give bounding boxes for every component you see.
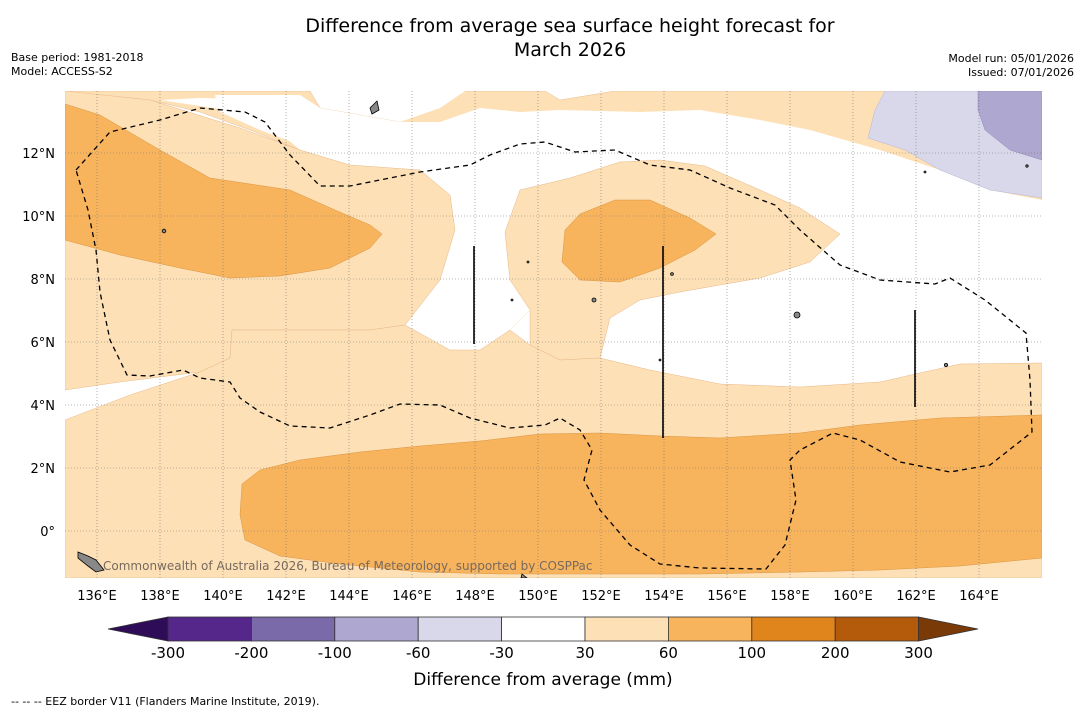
meta-right: Model run: 05/01/2026 Issued: 07/01/2026 bbox=[948, 52, 1074, 80]
island-yap bbox=[161, 228, 167, 234]
eez-borders bbox=[75, 107, 1033, 570]
island-chuuk bbox=[793, 311, 801, 319]
lon-tick: 152°E bbox=[581, 589, 621, 604]
colorbar-extend-low bbox=[107, 616, 169, 642]
island-atoll-5 bbox=[1025, 164, 1029, 168]
base-period: Base period: 1981-2018 bbox=[11, 51, 144, 64]
eez-palau-fsm bbox=[75, 107, 1033, 570]
lon-tick: 148°E bbox=[455, 589, 495, 604]
colorbar-bin bbox=[584, 616, 669, 642]
lat-tick: 12°N bbox=[22, 147, 55, 162]
lat-ticks: 12°N 10°N 8°N 6°N 4°N 2°N 0° bbox=[22, 147, 55, 540]
anomaly-neutral-centre bbox=[160, 98, 1042, 387]
island-atoll-2 bbox=[526, 260, 530, 264]
title-line-1: Difference from average sea surface heig… bbox=[305, 15, 835, 37]
colorbar bbox=[107, 616, 979, 642]
lon-tick: 138°E bbox=[140, 589, 180, 604]
anomaly-neutral-topleft bbox=[215, 95, 320, 145]
eez-legend-footer: -- -- -- EEZ border V11 (Flanders Marine… bbox=[11, 695, 320, 708]
colorbar-tick: -300 bbox=[151, 644, 185, 662]
issued-date: Issued: 07/01/2026 bbox=[967, 66, 1074, 79]
anomaly-60-100-central bbox=[561, 199, 717, 283]
colorbar-tick: -30 bbox=[489, 644, 514, 662]
lon-tick: 140°E bbox=[203, 589, 243, 604]
map-title: Difference from average sea surface heig… bbox=[0, 14, 1085, 62]
island-guam bbox=[369, 100, 380, 115]
model-name: Model: ACCESS-S2 bbox=[11, 65, 113, 78]
colorbar-label: Difference from average (mm) bbox=[413, 670, 672, 690]
anomaly-neg-60-100 bbox=[977, 91, 1042, 161]
copyright-watermark: Commonwealth of Australia 2026, Bureau o… bbox=[103, 559, 593, 573]
lon-tick: 150°E bbox=[518, 589, 558, 604]
island-png-east bbox=[520, 573, 528, 578]
colorbar-tick: 100 bbox=[737, 644, 766, 662]
colorbar-bin bbox=[751, 616, 836, 642]
lat-tick: 2°N bbox=[31, 462, 56, 477]
colorbar-tick: 300 bbox=[904, 644, 933, 662]
lon-tick: 164°E bbox=[959, 589, 999, 604]
colorbar-ticks: -300 -200 -100 -60 -30 30 60 100 200 300 bbox=[151, 644, 933, 662]
lon-tick: 162°E bbox=[896, 589, 936, 604]
colorbar-tick: 30 bbox=[575, 644, 594, 662]
colorbar-tick: 60 bbox=[659, 644, 678, 662]
lat-tick: 0° bbox=[40, 525, 55, 540]
colorbar-bin bbox=[417, 616, 503, 642]
colorbar-tick: -100 bbox=[318, 644, 352, 662]
colorbar-extend-high bbox=[918, 616, 979, 642]
map-area: Commonwealth of Australia 2026, Bureau o… bbox=[65, 91, 1042, 578]
lon-tick: 146°E bbox=[392, 589, 432, 604]
lat-tick: 8°N bbox=[31, 273, 56, 288]
lon-tick: 160°E bbox=[833, 589, 873, 604]
lon-tick: 136°E bbox=[77, 589, 117, 604]
islands bbox=[77, 100, 1029, 578]
colorbar-tick: -60 bbox=[406, 644, 431, 662]
model-run: Model run: 05/01/2026 bbox=[948, 52, 1074, 65]
lat-tick: 6°N bbox=[31, 336, 56, 351]
grid-lines bbox=[65, 91, 1042, 578]
boundary-lines bbox=[473, 246, 916, 438]
anomaly-neutral-top bbox=[320, 91, 465, 122]
lon-tick: 144°E bbox=[329, 589, 369, 604]
lat-tick: 10°N bbox=[22, 210, 55, 225]
colorbar-bin bbox=[834, 616, 920, 642]
lon-ticks: 136°E 138°E 140°E 142°E 144°E 146°E 148°… bbox=[77, 589, 999, 604]
lon-tick: 156°E bbox=[707, 589, 747, 604]
colorbar-tick: -200 bbox=[234, 644, 268, 662]
meta-left: Base period: 1981-2018 Model: ACCESS-S2 bbox=[11, 51, 143, 79]
island-atoll-3 bbox=[510, 298, 514, 302]
colorbar-bin bbox=[250, 616, 336, 642]
lat-tick: 4°N bbox=[31, 399, 56, 414]
island-kosrae bbox=[944, 362, 949, 367]
island-atoll-4 bbox=[658, 358, 662, 362]
colorbar-tick: 200 bbox=[821, 644, 850, 662]
island-pohnpei bbox=[591, 297, 597, 303]
colorbar-bin bbox=[501, 616, 586, 642]
colorbar-bin bbox=[334, 616, 419, 642]
colorbar-bin bbox=[167, 616, 252, 642]
lon-tick: 142°E bbox=[266, 589, 306, 604]
island-atoll-1 bbox=[670, 272, 674, 276]
title-line-2: March 2026 bbox=[513, 39, 627, 61]
colorbar-bin bbox=[668, 616, 753, 642]
anomaly-60-100-south bbox=[239, 414, 1042, 575]
island-png-north bbox=[77, 551, 105, 573]
island-atoll-6 bbox=[923, 170, 927, 174]
lon-tick: 158°E bbox=[770, 589, 810, 604]
anomaly-60-100-west bbox=[65, 103, 383, 279]
lon-tick: 154°E bbox=[644, 589, 684, 604]
